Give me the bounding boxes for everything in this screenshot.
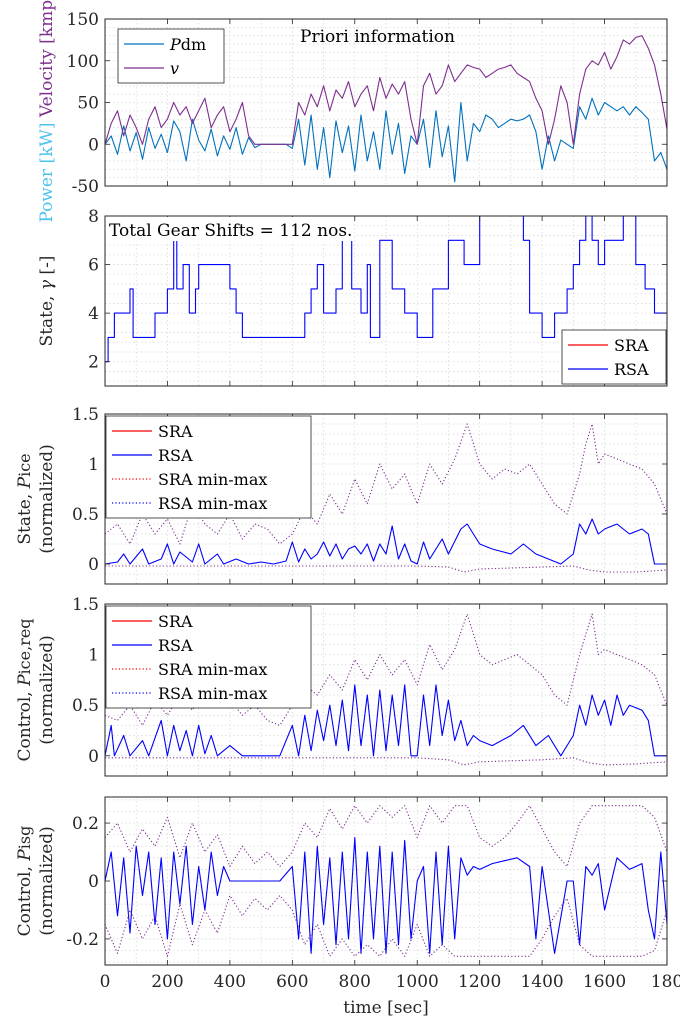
x-tick-label: 180 xyxy=(651,972,680,992)
y-tick-label: 0 xyxy=(88,555,99,575)
subplot-1: -50 0 50 100 150 Power [kW] Velocity [kmph] Pr… xyxy=(37,0,668,223)
y-axis-label-line1: State, Pice xyxy=(15,453,35,544)
y-tick-label: 150 xyxy=(67,10,99,30)
y-tick-label: 1 xyxy=(88,646,99,666)
x-tick-label: 800 xyxy=(339,972,371,992)
series-rsa xyxy=(104,837,668,954)
series-rsa-min-max-lower xyxy=(105,565,668,573)
series-v xyxy=(104,35,668,145)
legend-label: RSA min-max xyxy=(158,684,267,703)
y-axis-label-line2: (normalized) xyxy=(37,444,57,554)
y-tick-label: 0.5 xyxy=(72,696,99,716)
y-tick-label: 0 xyxy=(88,747,99,767)
annotation: Priori information xyxy=(300,27,455,47)
legend: SRA RSA SRA min-max RSA min-max xyxy=(105,415,312,519)
subplot-5: -0.2 0 0.2 0 200 400 600 800 1000 1200 1400 1600 180… xyxy=(15,796,680,1018)
series-rsa-min-max-upper xyxy=(104,423,668,545)
legend-label: SRA xyxy=(158,612,193,631)
legend: SRA RSA xyxy=(561,329,667,385)
y-axis-label: Power [kW] Velocity [kmph] xyxy=(37,0,57,223)
y-tick-label: -0.2 xyxy=(66,930,99,950)
y-tick-label: 50 xyxy=(77,94,99,114)
series-rsa-min-max-upper xyxy=(104,805,668,868)
legend-label: SRA xyxy=(614,336,649,355)
y-tick-label: 1.5 xyxy=(72,405,99,425)
subplot-2: 2 4 6 8 State, γ [-] Total Gear Shifts = 112 … xyxy=(37,207,668,387)
axes-box xyxy=(104,413,668,585)
y-tick-label: 8 xyxy=(88,207,99,227)
y-axis-label-line2: (normalized) xyxy=(37,826,57,936)
legend-label: Pdm xyxy=(169,35,206,54)
legend: Pdm v xyxy=(117,28,225,84)
legend-label: RSA min-max xyxy=(158,494,267,513)
annotation-bg xyxy=(106,217,354,241)
y-tick-label: 0.5 xyxy=(72,505,99,525)
axes-box xyxy=(104,215,668,387)
legend-box xyxy=(117,28,225,84)
x-tick-label: 1400 xyxy=(520,972,563,992)
x-tick-label: 200 xyxy=(151,972,183,992)
y-tick-label: 0 xyxy=(88,872,99,892)
legend-label: RSA xyxy=(158,446,193,465)
y-tick-label: 0.2 xyxy=(72,814,99,834)
x-tick-label: 1000 xyxy=(396,972,439,992)
legend-label: RSA xyxy=(158,636,193,655)
y-tick-label: 1 xyxy=(88,455,99,475)
annotation: Total Gear Shifts = 112 nos. xyxy=(109,221,352,241)
y-tick-label: 2 xyxy=(88,353,99,373)
subplot-4: 0 0.5 1 1.5 Control, Pice,req (normalized) SRA… xyxy=(15,595,668,777)
x-tick-label: 1200 xyxy=(458,972,501,992)
y-tick-label: 100 xyxy=(67,52,99,72)
y-tick-label: 1.5 xyxy=(72,595,99,615)
legend-label: SRA min-max xyxy=(158,660,267,679)
y-tick-label: -50 xyxy=(72,177,99,197)
y-tick-label: 0 xyxy=(88,135,99,155)
legend-label: RSA xyxy=(614,360,649,379)
y-tick-label: 4 xyxy=(88,304,99,324)
axes-box xyxy=(104,603,668,777)
x-axis-label: time [sec] xyxy=(343,998,428,1018)
series-rsa-min-max-lower xyxy=(105,757,668,766)
x-tick-label: 400 xyxy=(214,972,246,992)
series-rsa xyxy=(104,518,667,565)
y-axis-label-line1: Control, Pisg xyxy=(15,826,35,937)
legend-box xyxy=(105,605,312,709)
y-axis-label: State, γ [-] xyxy=(37,256,57,347)
legend-box xyxy=(105,415,312,519)
x-tick-label: 0 xyxy=(100,972,111,992)
legend-label: v xyxy=(170,59,179,78)
y-axis-label-line1: Control, Pice,req xyxy=(15,618,35,761)
x-tick-label: 1600 xyxy=(583,972,626,992)
legend: SRA RSA SRA min-max RSA min-max xyxy=(105,605,312,709)
legend-label: SRA min-max xyxy=(158,470,267,489)
legend-label: SRA xyxy=(158,422,193,441)
series-rsa xyxy=(104,684,667,757)
series-pdm xyxy=(104,97,668,183)
x-tick-label: 600 xyxy=(276,972,308,992)
y-axis-label-line2: (normalized) xyxy=(37,635,57,745)
legend-box xyxy=(561,329,667,385)
y-tick-label: 6 xyxy=(88,256,99,276)
series-rsa xyxy=(105,215,667,363)
